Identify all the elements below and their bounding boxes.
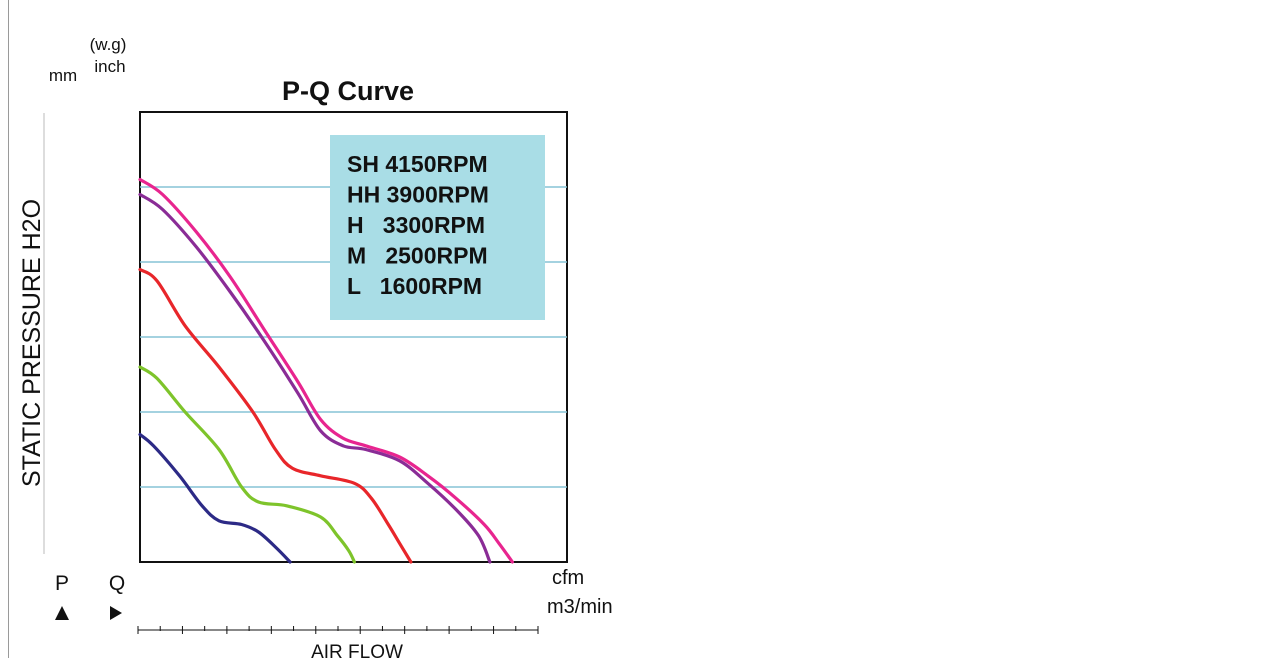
series-line-m [138,365,356,564]
y-inch-unit-top: (w.g) [90,35,127,54]
legend-entry-3: M 2500RPM [347,243,488,269]
y-inch-unit: inch [94,57,125,76]
q-arrow-icon [110,606,122,620]
p-arrow-icon [55,606,69,620]
series-line-sh [138,177,514,564]
x-m3min-unit: m3/min [547,596,613,618]
p-label: P [55,572,69,595]
y-mm-unit: mm [49,66,77,85]
legend-entry-4: L 1600RPM [347,273,482,299]
legend-box [330,135,545,320]
legend-entry-2: H 3300RPM [347,212,485,238]
chart-title: P-Q Curve [282,76,414,106]
x-axis-label: AIR FLOW [311,642,403,658]
y-axis-label: STATIC PRESSURE H2O [18,199,46,487]
legend-entry-0: SH 4150RPM [347,151,488,177]
q-label: Q [109,572,125,595]
series-group [138,177,514,564]
left-border [8,0,9,658]
x-axis-ruler-ticks [137,626,539,634]
legend: SH 4150RPM HH 3900RPM H 3300RPM M 2500RPM L … [330,135,545,320]
legend-entry-1: HH 3900RPM [347,182,489,208]
x-cfm-unit: cfm [552,567,584,589]
series-line-hh [138,192,492,564]
series-line-h [138,267,413,564]
series-line-l [138,432,292,564]
